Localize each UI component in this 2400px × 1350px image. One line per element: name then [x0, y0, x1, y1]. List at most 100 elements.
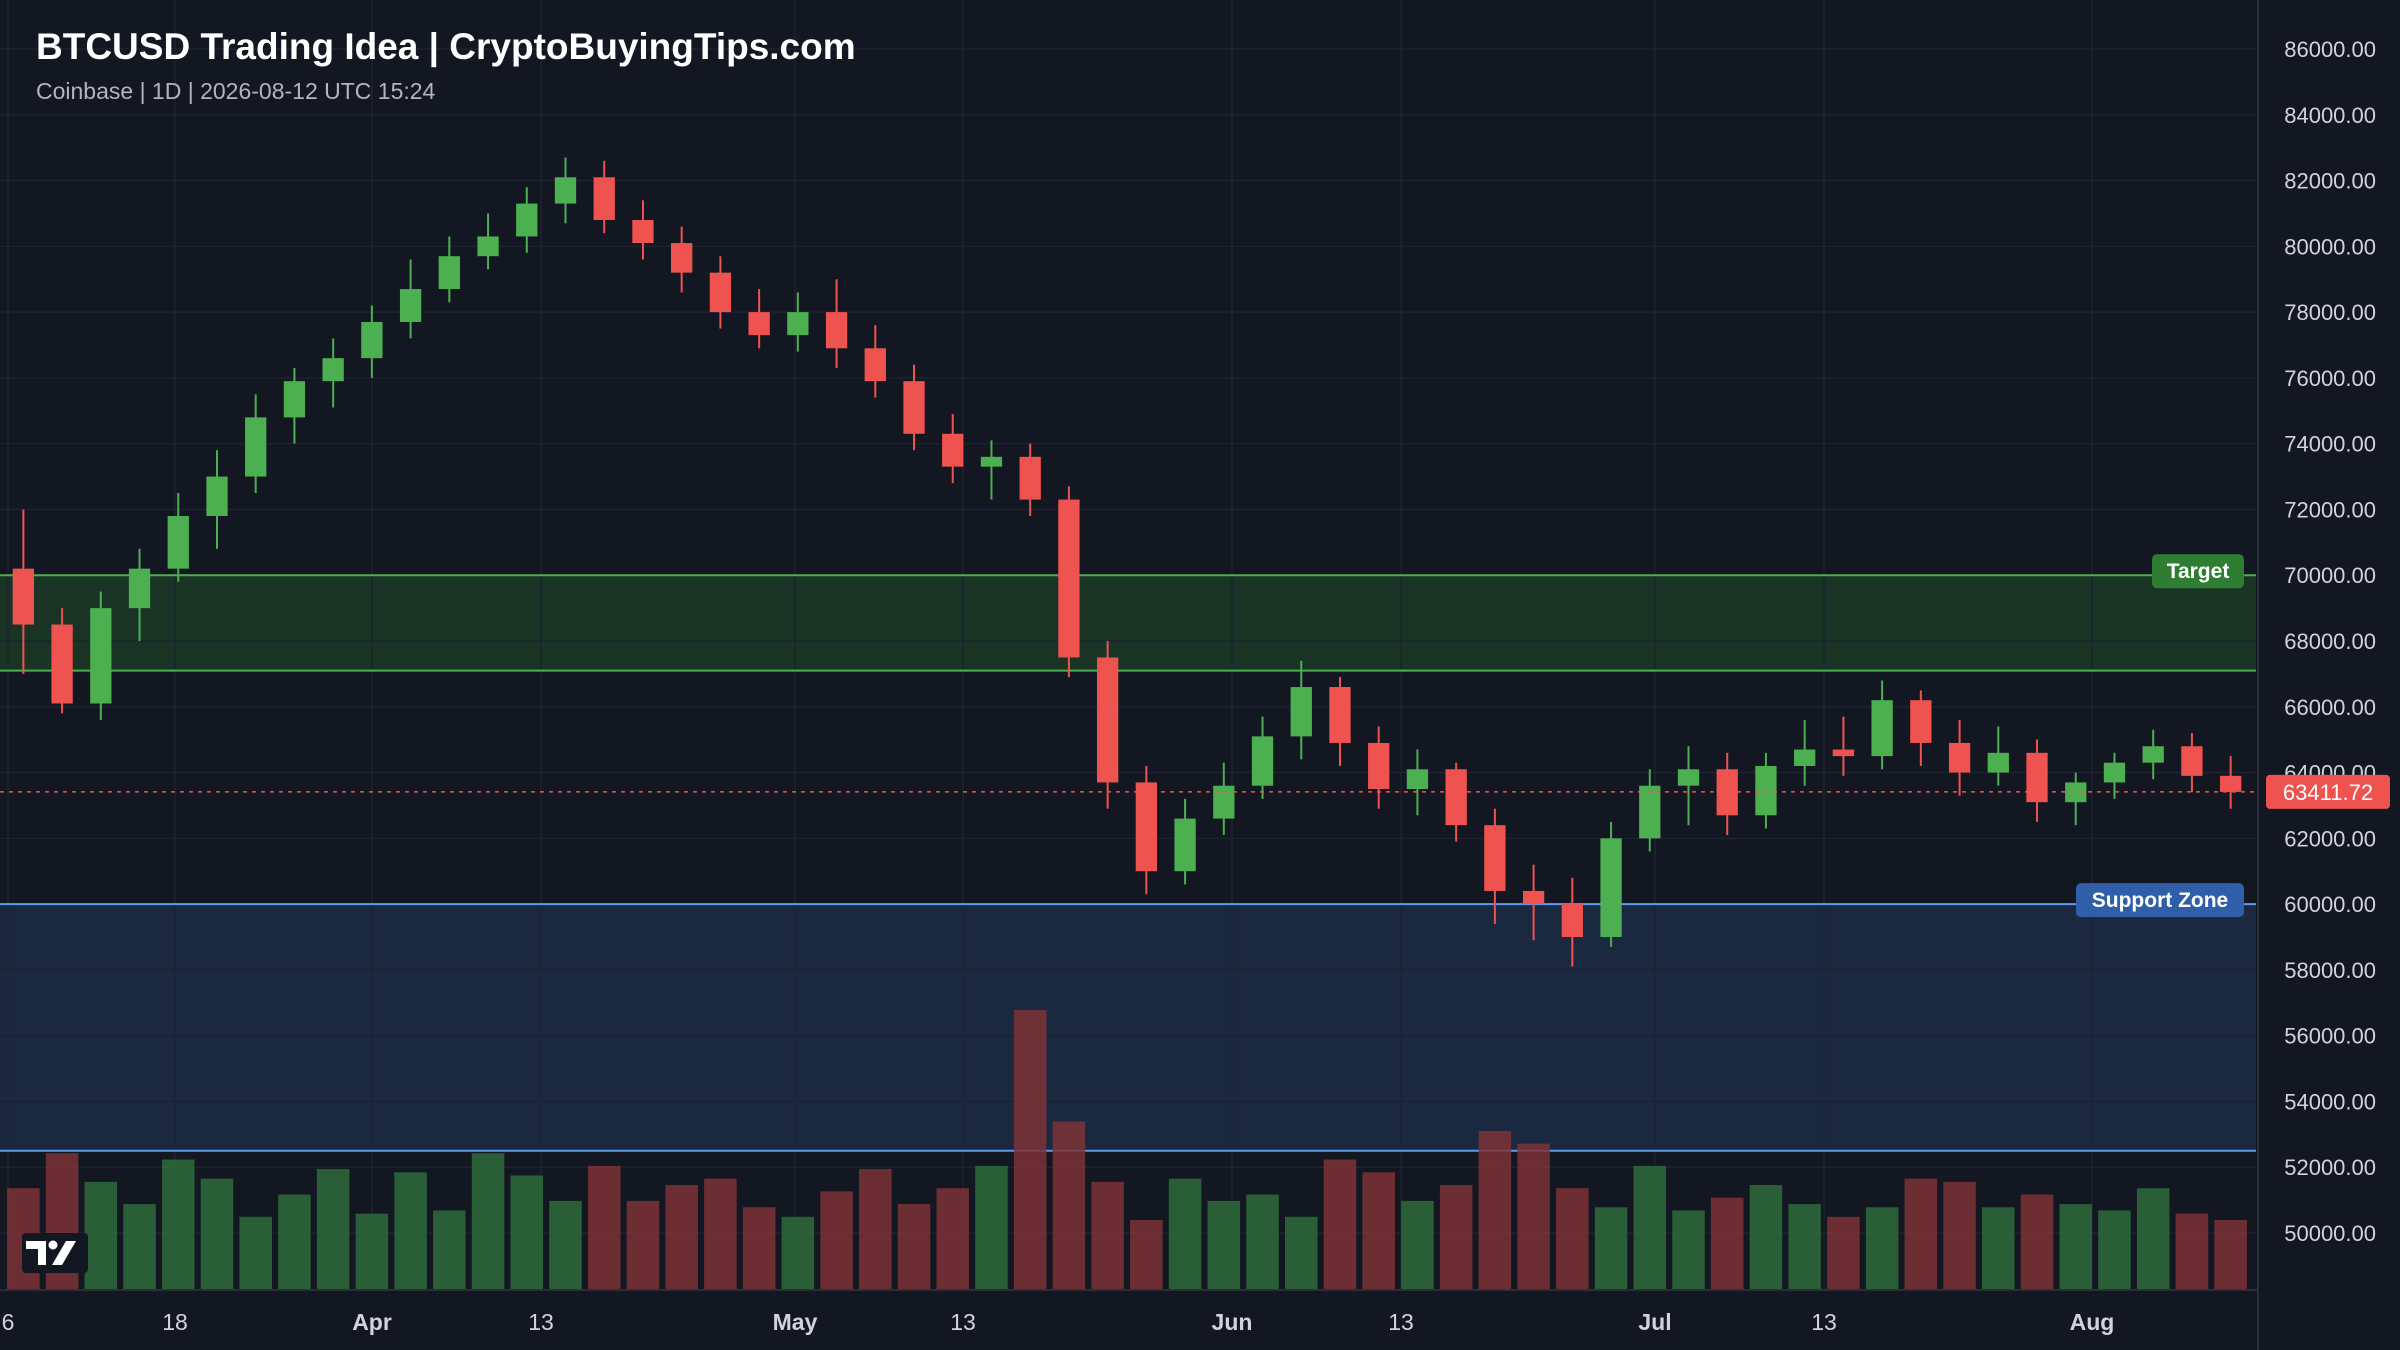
candle[interactable] [438, 256, 460, 290]
candle[interactable] [1251, 736, 1274, 786]
volume-bar [1633, 1165, 1667, 1290]
candle[interactable] [1096, 657, 1119, 783]
volume-bar [1013, 1010, 1047, 1290]
candle[interactable] [671, 243, 693, 273]
volume-bar [1904, 1178, 1938, 1290]
price-axis-label: 50000.00 [2284, 1221, 2376, 1246]
volume-bar [2020, 1194, 2054, 1290]
candle[interactable] [1522, 890, 1545, 905]
volume-bar [1478, 1130, 1512, 1290]
candle[interactable] [2026, 752, 2048, 803]
candle[interactable] [1987, 752, 2009, 773]
tradingview-logo-icon [22, 1233, 88, 1273]
volume-bar [355, 1213, 389, 1290]
candle[interactable] [361, 321, 383, 359]
volume-bar [1207, 1200, 1241, 1290]
time-axis-label: Jul [1638, 1309, 1671, 1335]
candle[interactable] [90, 608, 112, 704]
candle[interactable] [1484, 825, 1506, 891]
time-axis-label: Apr [352, 1309, 392, 1335]
candle[interactable] [632, 220, 654, 244]
candle[interactable] [283, 381, 306, 418]
support-label: Support Zone [2092, 889, 2228, 912]
candle[interactable] [1290, 687, 1312, 737]
candle[interactable] [748, 312, 770, 336]
candle[interactable] [1600, 838, 1622, 937]
candle[interactable] [1329, 687, 1351, 743]
volume-bar [84, 1181, 118, 1290]
candle[interactable] [980, 456, 1003, 467]
price-axis-label: 54000.00 [2284, 1089, 2376, 1114]
volume-bar [859, 1169, 892, 1290]
candle[interactable] [167, 516, 189, 569]
last-price-badge [2266, 774, 2390, 809]
candle[interactable] [1174, 818, 1196, 872]
last-price-label: 63411.72 [2283, 780, 2373, 805]
candle[interactable] [1639, 785, 1661, 839]
volume-bar [1788, 1204, 1821, 1290]
price-axis-label: 74000.00 [2284, 432, 2376, 457]
candle[interactable] [787, 312, 809, 336]
volume-bar [1168, 1178, 1202, 1290]
candle[interactable] [128, 568, 151, 609]
candle[interactable] [1368, 742, 1390, 789]
volume-bar [1246, 1194, 1279, 1290]
candle[interactable] [516, 203, 538, 237]
volume-bar [936, 1188, 970, 1290]
candle[interactable] [51, 624, 73, 704]
candle[interactable] [1058, 499, 1080, 658]
time-axis-label: 13 [1388, 1309, 1414, 1335]
candle[interactable] [942, 433, 964, 467]
candle[interactable] [593, 177, 615, 221]
candle[interactable] [1135, 782, 1158, 872]
candle[interactable] [2181, 746, 2203, 776]
candle[interactable] [554, 177, 577, 204]
candle[interactable] [1561, 904, 1583, 937]
candle[interactable] [206, 476, 228, 517]
candle[interactable] [1910, 700, 1932, 743]
candle[interactable] [12, 568, 35, 625]
candle[interactable] [1948, 742, 1971, 773]
candle[interactable] [322, 358, 344, 382]
price-axis-label: 52000.00 [2284, 1155, 2376, 1180]
candle[interactable] [1794, 749, 1816, 766]
price-axis [2258, 0, 2400, 1350]
candle[interactable] [1716, 769, 1738, 816]
volume-bar [1943, 1181, 1976, 1290]
candle[interactable] [245, 417, 267, 477]
candle[interactable] [2065, 782, 2087, 803]
candle[interactable] [2142, 746, 2164, 763]
candle[interactable] [1871, 700, 1893, 757]
support-label-badge [2076, 883, 2244, 918]
volume-bar [1362, 1172, 1395, 1290]
candle[interactable] [903, 381, 925, 434]
candle[interactable] [864, 348, 886, 382]
candle[interactable] [709, 272, 732, 313]
candle[interactable] [825, 312, 848, 349]
volume-bar [820, 1191, 853, 1290]
candle[interactable] [1019, 456, 1041, 500]
candle[interactable] [1832, 749, 1855, 757]
price-axis-label: 82000.00 [2284, 169, 2376, 194]
candle[interactable] [1406, 769, 1429, 789]
volume-bar [1284, 1216, 1318, 1290]
candle[interactable] [1677, 769, 1700, 786]
volume-bar [549, 1200, 582, 1290]
candle[interactable] [1445, 769, 1467, 826]
support-zone [0, 904, 2256, 1151]
candle[interactable] [2103, 762, 2126, 783]
candle[interactable] [477, 236, 499, 257]
time-axis-label: 13 [1811, 1309, 1837, 1335]
candle[interactable] [2219, 775, 2242, 792]
volume-bar [1710, 1197, 1744, 1290]
price-axis-label: 78000.00 [2284, 300, 2376, 325]
volume-bar [1091, 1181, 1124, 1290]
chart-subtitle: Coinbase | 1D | 2026-08-12 UTC 15:24 [36, 78, 436, 104]
volume-bar [781, 1216, 815, 1290]
candle[interactable] [399, 289, 422, 322]
volume-bar [1130, 1220, 1163, 1290]
candle[interactable] [1213, 785, 1235, 819]
candle[interactable] [1755, 765, 1777, 816]
